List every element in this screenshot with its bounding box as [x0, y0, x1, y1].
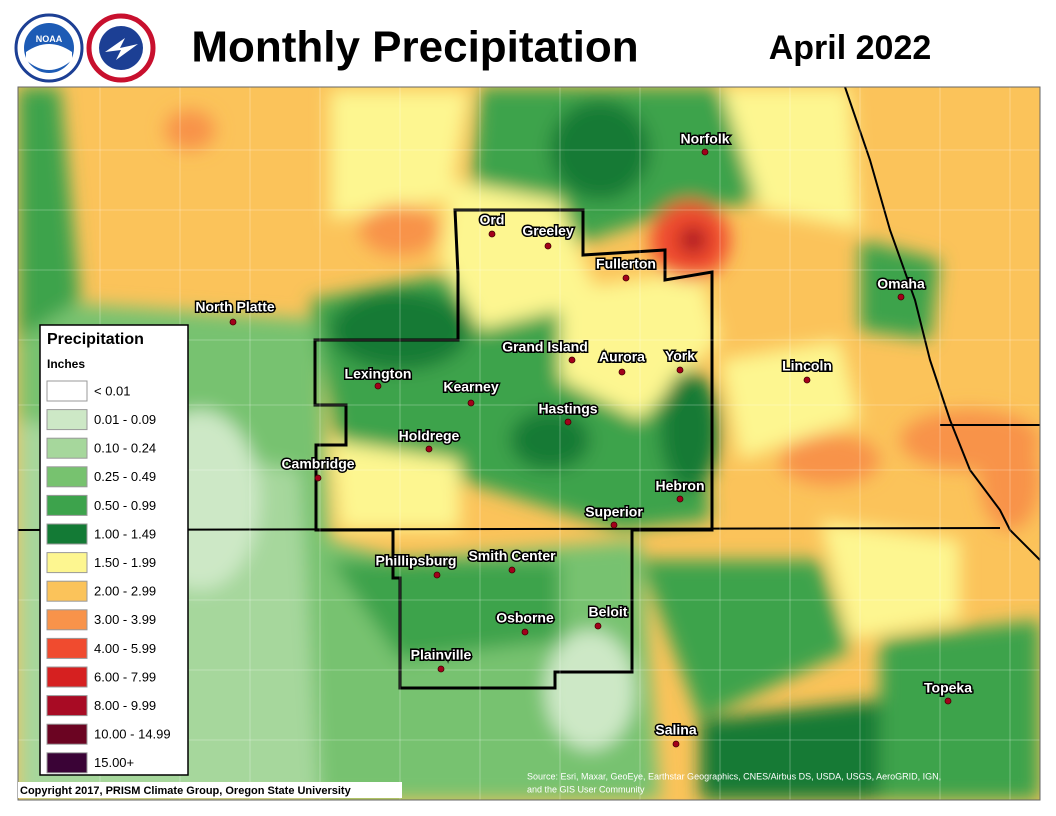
legend-label: 10.00 - 14.99	[94, 727, 171, 742]
city-label: Osborne	[496, 610, 554, 626]
nws-logo	[86, 13, 156, 83]
legend-label: 1.00 - 1.49	[94, 526, 156, 541]
legend-swatch	[46, 695, 88, 717]
city-label: Lincoln	[782, 358, 832, 374]
city-label: Smith Center	[468, 548, 556, 564]
legend-label: 15.00+	[94, 755, 134, 770]
noaa-logo: NOAA	[14, 13, 84, 83]
city-label: Ord	[480, 212, 505, 228]
logo-text: NOAA	[36, 34, 63, 44]
city-label: Holdrege	[399, 428, 460, 444]
city-dot	[676, 495, 684, 503]
legend-swatch	[46, 437, 88, 459]
copyright-bg	[18, 782, 402, 798]
legend-label: 2.00 - 2.99	[94, 584, 156, 599]
legend-units: Inches	[47, 357, 85, 371]
city-label: Cambridge	[281, 456, 354, 472]
city-dot	[676, 366, 684, 374]
city-dot	[564, 418, 572, 426]
legend-swatch	[46, 552, 88, 574]
legend-label: 0.25 - 0.49	[94, 469, 156, 484]
city-dot	[521, 628, 529, 636]
city-label: Lexington	[345, 366, 412, 382]
date: April 2022	[769, 29, 932, 67]
city-dot	[314, 474, 322, 482]
city-dot	[425, 445, 433, 453]
legend: Precipitation Inches < 0.01 0.01 - 0.09 0.…	[39, 324, 189, 776]
city-dot	[437, 665, 445, 673]
city-dot	[897, 293, 905, 301]
city-label: Fullerton	[596, 256, 656, 272]
city-dot	[944, 697, 952, 705]
city-dot	[622, 274, 630, 282]
city-dot	[568, 356, 576, 364]
map-frame	[17, 86, 1041, 801]
legend-swatch	[46, 637, 88, 659]
legend-swatch	[46, 666, 88, 688]
legend-label: 4.00 - 5.99	[94, 641, 156, 656]
legend-label: 0.50 - 0.99	[94, 498, 156, 513]
legend-title: Precipitation	[47, 331, 144, 348]
city-dot	[433, 571, 441, 579]
legend-swatch	[46, 523, 88, 545]
city-dot	[508, 566, 516, 574]
city-dot	[610, 521, 618, 529]
city-dot	[803, 376, 811, 384]
city-label: Grand Island	[502, 339, 588, 355]
city-label: Topeka	[924, 680, 972, 696]
city-label: Beloit	[589, 604, 628, 620]
source-line: and the GIS User Community	[527, 784, 645, 794]
city-dot	[618, 368, 626, 376]
city-label: Plainville	[411, 647, 472, 663]
city-label: Superior	[585, 504, 643, 520]
city-dot	[467, 399, 475, 407]
city-dot	[594, 622, 602, 630]
legend-label: 3.00 - 3.99	[94, 612, 156, 627]
legend-label: 1.50 - 1.99	[94, 555, 156, 570]
city-dot	[374, 382, 382, 390]
legend-label: < 0.01	[94, 383, 131, 398]
city-label: Kearney	[443, 379, 498, 395]
cities: North Platte Ord Greeley Norfolk Fullerton Om…	[194, 129, 974, 748]
legend-swatch	[46, 723, 88, 745]
legend-swatch	[46, 609, 88, 631]
legend-label: 0.01 - 0.09	[94, 412, 156, 427]
city-label: Hebron	[656, 478, 705, 494]
source-line: Source: Esri, Maxar, GeoEye, Earthstar G…	[527, 771, 941, 781]
city-dot	[488, 230, 496, 238]
city-label: Norfolk	[681, 131, 730, 147]
city-dot	[229, 318, 237, 326]
legend-swatch	[46, 466, 88, 488]
city-label: Aurora	[599, 349, 645, 365]
city-dot	[672, 740, 680, 748]
city-label: Hastings	[538, 401, 597, 417]
legend-swatch	[46, 409, 88, 431]
city-dot	[544, 242, 552, 250]
legend-label: 6.00 - 7.99	[94, 669, 156, 684]
city-label: Omaha	[877, 276, 925, 292]
legend-swatch	[46, 580, 88, 602]
title: Monthly Precipitation	[191, 23, 638, 72]
city-label: York	[665, 348, 695, 364]
legend-swatch	[46, 494, 88, 516]
legend-swatch	[46, 380, 88, 402]
copyright: Copyright 2017, PRISM Climate Group, Ore…	[20, 785, 352, 797]
city-label: Greeley	[522, 223, 574, 239]
legend-label: 8.00 - 9.99	[94, 698, 156, 713]
legend-label: 0.10 - 0.24	[94, 441, 156, 456]
legend-swatch	[46, 752, 88, 774]
city-dot	[701, 148, 709, 156]
city-label: Salina	[655, 722, 696, 738]
city-label: North Platte	[195, 299, 275, 315]
city-label: Phillipsburg	[376, 553, 457, 569]
